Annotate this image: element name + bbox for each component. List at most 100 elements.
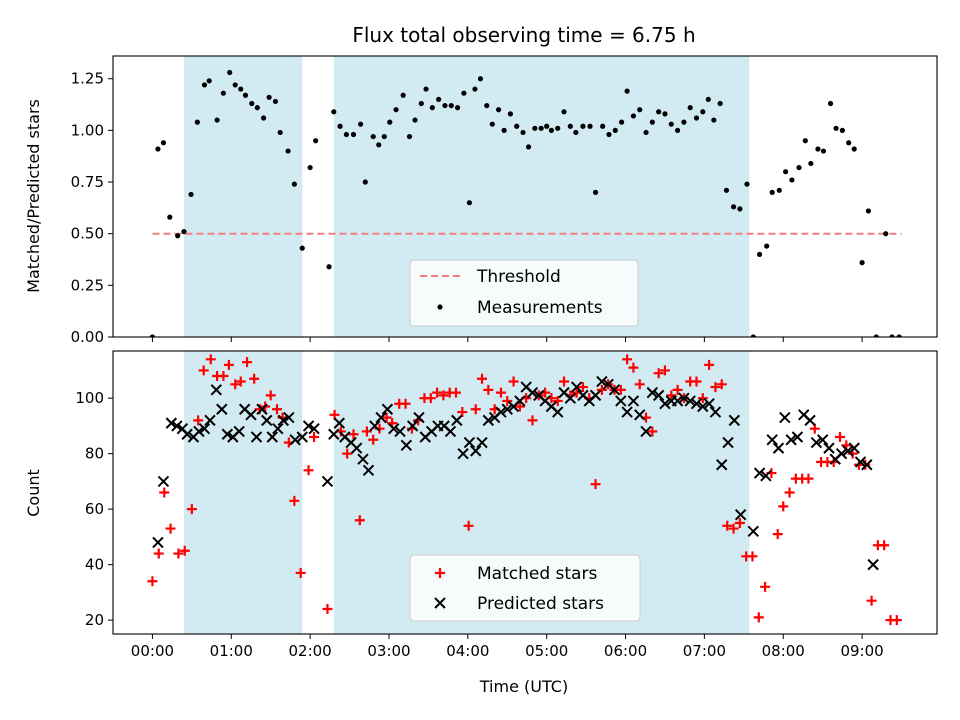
top-measurement-point: [220, 90, 226, 96]
top-measurement-point: [227, 69, 233, 76]
top-measurement-point: [717, 100, 723, 107]
top-measurement-point: [362, 179, 368, 185]
predicted-star-point: [495, 406, 507, 418]
top-measurement-point: [501, 127, 507, 133]
top-measurement-point: [448, 102, 454, 109]
predicted-star-point: [615, 395, 627, 407]
matched-star-point: [230, 379, 241, 390]
matched-star-point: [400, 398, 411, 409]
top-measurement-point: [194, 119, 200, 125]
top-measurement-point: [587, 123, 593, 129]
top-measurement-point: [238, 86, 244, 92]
top-measurement-point: [520, 129, 526, 136]
matched-star-point: [159, 487, 170, 498]
top-measurement-point: [662, 111, 668, 117]
top-measurement-point: [249, 100, 255, 107]
top-measurement-point: [630, 113, 637, 119]
x-tick-label: 03:00: [367, 642, 410, 660]
top-measurement-point: [181, 229, 187, 235]
top-frame: [112, 55, 938, 338]
predicted-star-point: [684, 395, 696, 407]
top-measurement-point: [472, 86, 478, 92]
predicted-star-point: [779, 411, 791, 424]
matched-star-point: [165, 523, 176, 534]
top-measurement-point: [167, 214, 173, 220]
top-y-tick-label: 1.00: [71, 121, 104, 139]
top-measurement-point: [730, 204, 737, 210]
bottom-y-tick-label: 40: [85, 556, 104, 574]
matched-star-point: [242, 357, 253, 368]
top-y-tick-label: 0.75: [71, 173, 104, 191]
top-measurement-point: [865, 208, 871, 214]
matched-star-point: [879, 540, 890, 551]
predicted-star-point: [766, 434, 778, 446]
predicted-star-point: [671, 395, 684, 407]
predicted-star-point: [690, 398, 703, 410]
matched-star-point: [803, 473, 814, 484]
top-measurement-point: [873, 334, 879, 337]
predicted-star-point: [321, 475, 334, 488]
top-measurement-point: [232, 82, 238, 88]
top-measurement-point: [307, 164, 313, 171]
top-measurement-point: [160, 140, 167, 146]
top-measurement-point: [412, 117, 418, 123]
matched-star-point: [198, 365, 209, 376]
top-measurement-point: [827, 100, 834, 107]
x-tick-label: 02:00: [289, 642, 332, 660]
predicted-star-point: [350, 442, 363, 454]
matched-star-point: [722, 520, 733, 531]
predicted-star-point: [816, 434, 829, 446]
predicted-star-point: [302, 420, 315, 432]
legend-predicted-swatch: [434, 597, 446, 609]
predicted-star-point: [470, 445, 482, 457]
predicted-star-point: [328, 428, 340, 440]
matched-star-point: [760, 581, 771, 592]
matched-star-point: [432, 387, 443, 398]
top-y-tick-label: 0.50: [71, 225, 104, 243]
predicted-star-point: [564, 392, 577, 404]
top-measurement-point: [337, 123, 343, 129]
predicted-star-point: [394, 425, 406, 438]
predicted-star-point: [210, 384, 223, 396]
top-measurement-point: [299, 245, 305, 251]
predicted-star-point: [261, 414, 273, 427]
matched-star-point: [186, 504, 197, 515]
predicted-star-point: [703, 398, 715, 410]
bottom-panel: 20 40 60 80 100 00:00 01:00 02:00 03:00 04:00 05:0…: [75, 350, 938, 660]
matched-star-point: [354, 515, 365, 526]
predicted-star-point: [193, 425, 205, 438]
x-tick-label: 05:00: [525, 642, 568, 660]
predicted-star-point: [854, 456, 867, 468]
predicted-star-point: [552, 406, 564, 418]
bottom-y-tick-label: 60: [85, 500, 104, 518]
top-measurement-point: [436, 96, 442, 102]
top-measurement-point: [561, 109, 567, 115]
matched-star-point: [622, 354, 633, 365]
top-measurement-point: [750, 334, 756, 337]
top-measurement-point: [331, 109, 337, 115]
top-measurement-point: [507, 111, 514, 117]
top-measurement-point: [418, 100, 424, 107]
predicted-star-point: [753, 467, 766, 479]
top-measurement-point: [357, 121, 364, 127]
top-measurement-point: [149, 334, 156, 337]
matched-star-point: [615, 384, 626, 395]
top-measurement-point: [580, 123, 586, 129]
top-measurement-point: [343, 131, 350, 138]
matched-star-point: [147, 576, 158, 587]
matched-star-point: [303, 465, 314, 476]
top-measurement-point: [883, 231, 889, 237]
matched-star-point: [697, 393, 708, 404]
matched-star-point: [527, 415, 538, 426]
top-measurement-point: [538, 125, 544, 131]
matched-star-point: [747, 551, 758, 562]
top-measurement-point: [254, 105, 260, 111]
x-tick-label: 08:00: [762, 642, 805, 660]
predicted-star-point: [760, 470, 772, 482]
predicted-star-point: [646, 386, 659, 399]
matched-star-point: [368, 434, 379, 445]
matched-star-point: [173, 548, 184, 559]
matched-star-point: [666, 390, 677, 401]
top-observing-window: [183, 56, 303, 337]
matched-star-point: [552, 395, 563, 406]
